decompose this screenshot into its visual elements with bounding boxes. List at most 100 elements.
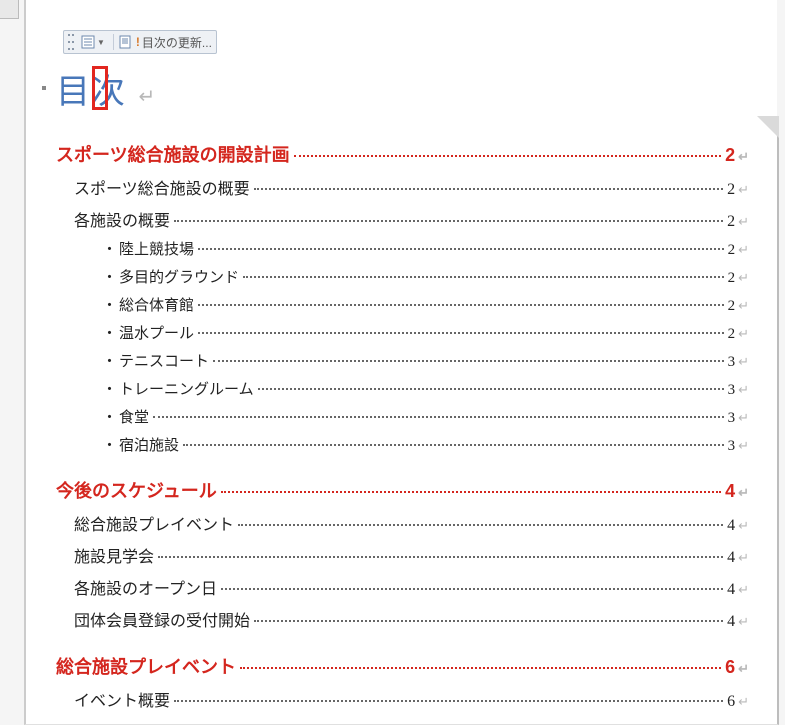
dot-leader	[198, 304, 724, 306]
title-row: 目次 ↵	[56, 64, 749, 113]
return-mark: ↵	[738, 661, 749, 677]
return-mark: ↵	[738, 410, 749, 426]
toc-entry[interactable]: スポーツ総合施設の概要 2↵	[74, 175, 749, 199]
toc-entry[interactable]: ・温水プール2↵	[102, 322, 749, 343]
toc-entry-text: ・温水プール	[102, 322, 194, 343]
dot-leader	[198, 332, 724, 334]
toc-entry[interactable]: イベント概要6↵	[74, 687, 749, 711]
toc-entry[interactable]: ・陸上競技場 2↵	[102, 238, 749, 259]
return-mark: ↵	[738, 214, 749, 230]
paragraph-mark	[42, 86, 46, 90]
toc-entry[interactable]: 各施設の概要2↵	[74, 207, 749, 231]
toc-entry-text: 総合施設プレイベント	[56, 653, 236, 679]
return-mark: ↵	[738, 438, 749, 454]
return-mark: ↵	[738, 694, 749, 710]
toc-entry-page: 6	[727, 693, 735, 711]
toc-entry[interactable]: 各施設のオープン日 4↵	[74, 575, 749, 599]
toc-entry-text: ・トレーニングルーム	[102, 378, 254, 399]
toc-entry-text: 各施設のオープン日	[74, 575, 217, 599]
toc-entry-page: 2	[727, 181, 735, 199]
toc-entry-text: ・陸上競技場	[102, 238, 194, 259]
dot-leader	[240, 667, 721, 669]
toc-entry-text: ・多目的グラウンド	[102, 266, 239, 287]
toc-entry-page: 4	[727, 581, 735, 599]
return-mark: ↵	[738, 182, 749, 198]
dot-leader	[258, 388, 724, 390]
dot-leader	[294, 155, 721, 157]
return-mark: ↵	[738, 382, 749, 398]
dot-leader	[198, 248, 724, 250]
toc-entry-text: ・総合体育館	[102, 294, 194, 315]
update-toc-button[interactable]: ! 目次の更新...	[118, 34, 212, 51]
toc-entry-page: 2	[728, 242, 736, 259]
toc-entry-text: ・宿泊施設	[102, 434, 179, 455]
return-mark: ↵	[738, 354, 749, 370]
dot-leader	[153, 416, 724, 418]
dot-leader	[213, 360, 724, 362]
page-container: ▼ ! 目次の更新... 目次 ↵	[24, 0, 779, 681]
dot-leader	[221, 588, 723, 590]
toc-entry[interactable]: 団体会員登録の受付開始4↵	[74, 607, 749, 631]
bullet-dot: ・	[102, 354, 117, 370]
toc-entry-page: 4	[727, 517, 735, 535]
toc-entry[interactable]: 施設見学会4↵	[74, 543, 749, 567]
toc-entry[interactable]: ・総合体育館2↵	[102, 294, 749, 315]
document-page: ▼ ! 目次の更新... 目次 ↵	[24, 0, 779, 725]
toc-entry[interactable]: ・多目的グラウンド2↵	[102, 266, 749, 287]
title-text: 目次	[56, 73, 126, 111]
dot-leader	[174, 700, 723, 702]
update-toc-label: 目次の更新...	[142, 34, 212, 51]
dot-leader	[243, 276, 724, 278]
toc-entry-page: 3	[728, 438, 736, 455]
table-of-contents: スポーツ総合施設の開設計画2↵スポーツ総合施設の概要2↵各施設の概要2↵・陸上競…	[56, 141, 749, 711]
toc-options-icon[interactable]	[80, 34, 96, 50]
dropdown-icon[interactable]: ▼	[97, 38, 105, 47]
toc-entry[interactable]: 総合施設プレイベント4↵	[74, 511, 749, 535]
toc-entry[interactable]: 総合施設プレイベント 6↵	[56, 653, 749, 679]
page-corner-fold	[757, 116, 779, 138]
dot-leader	[183, 444, 724, 446]
toc-entry[interactable]: スポーツ総合施設の開設計画 2↵	[56, 141, 749, 167]
dot-leader	[221, 491, 721, 493]
return-mark: ↵	[138, 86, 156, 108]
exclaim-icon: !	[136, 35, 140, 49]
toc-entry-page: 2	[728, 326, 736, 343]
toc-entry[interactable]: ・食堂 3↵	[102, 406, 749, 427]
toc-entry[interactable]: ・トレーニングルーム3↵	[102, 378, 749, 399]
dot-leader	[254, 620, 723, 622]
toc-entry[interactable]: ・宿泊施設 3↵	[102, 434, 749, 455]
bullet-dot: ・	[102, 326, 117, 342]
toc-field-toolbar[interactable]: ▼ ! 目次の更新...	[63, 30, 217, 54]
toc-entry-text: スポーツ総合施設の開設計画	[56, 141, 290, 167]
return-mark: ↵	[738, 149, 749, 165]
return-mark: ↵	[738, 550, 749, 566]
toc-entry-page: 3	[728, 354, 736, 371]
bullet-dot: ・	[102, 298, 117, 314]
page-title: 目次 ↵	[56, 64, 156, 113]
update-toc-icon	[118, 34, 134, 50]
toc-entry-text: ・食堂	[102, 406, 149, 427]
return-mark: ↵	[738, 270, 749, 286]
toc-entry-text: 総合施設プレイベント	[74, 511, 234, 535]
toc-entry-page: 6	[725, 657, 735, 678]
toc-entry[interactable]: ・テニスコート3↵	[102, 350, 749, 371]
toc-entry-text: 今後のスケジュール	[56, 477, 217, 503]
toc-entry[interactable]: 今後のスケジュール4↵	[56, 477, 749, 503]
return-mark: ↵	[738, 582, 749, 598]
toc-entry-page: 2	[725, 145, 735, 166]
return-mark: ↵	[738, 298, 749, 314]
bullet-dot: ・	[102, 382, 117, 398]
toc-entry-page: 4	[725, 481, 735, 502]
bullet-dot: ・	[102, 410, 117, 426]
dot-leader	[254, 188, 723, 190]
dot-leader	[158, 556, 723, 558]
text-cursor-highlight	[92, 66, 108, 110]
toc-entry-text: スポーツ総合施設の概要	[74, 175, 250, 199]
toc-entry-text: 各施設の概要	[74, 207, 170, 231]
toc-entry-page: 3	[728, 410, 736, 427]
return-mark: ↵	[738, 614, 749, 630]
dot-leader	[174, 220, 723, 222]
toolbar-grip[interactable]	[68, 34, 76, 50]
return-mark: ↵	[738, 242, 749, 258]
toc-entry-text: 施設見学会	[74, 543, 154, 567]
